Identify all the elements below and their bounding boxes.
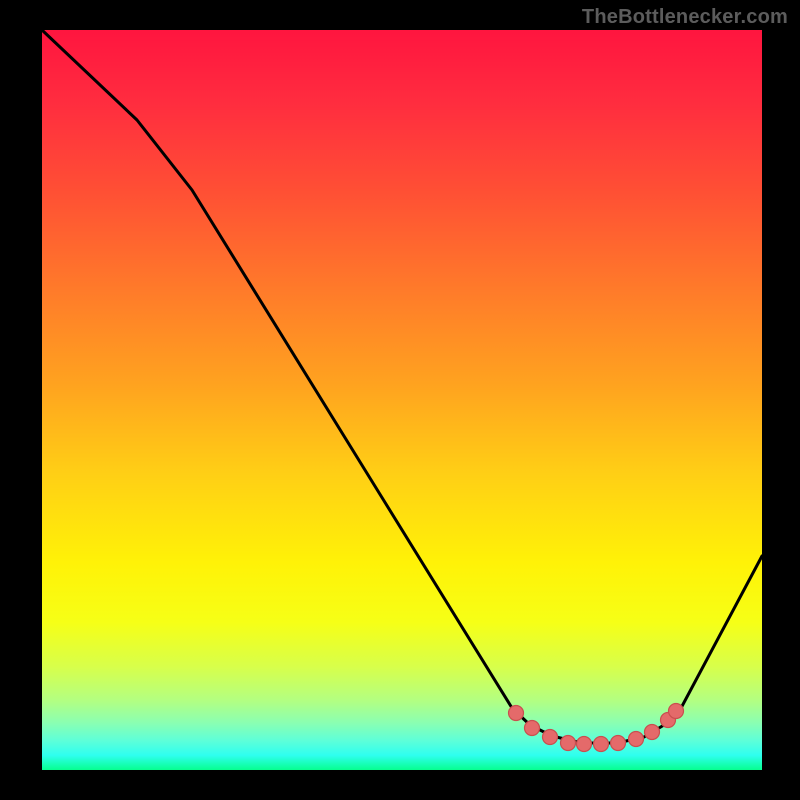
curve-marker (611, 736, 626, 751)
chart-plot-area (42, 30, 762, 770)
curve-marker (525, 721, 540, 736)
curve-marker (645, 725, 660, 740)
chart-svg (42, 30, 762, 770)
watermark-text: TheBottlenecker.com (582, 6, 788, 29)
curve-marker (669, 704, 684, 719)
curve-marker (509, 706, 524, 721)
curve-marker (543, 730, 558, 745)
curve-marker (594, 737, 609, 752)
gradient-background (42, 30, 762, 770)
curve-marker (629, 732, 644, 747)
curve-marker (577, 737, 592, 752)
curve-marker (561, 736, 576, 751)
chart-frame: TheBottlenecker.com (0, 0, 800, 800)
